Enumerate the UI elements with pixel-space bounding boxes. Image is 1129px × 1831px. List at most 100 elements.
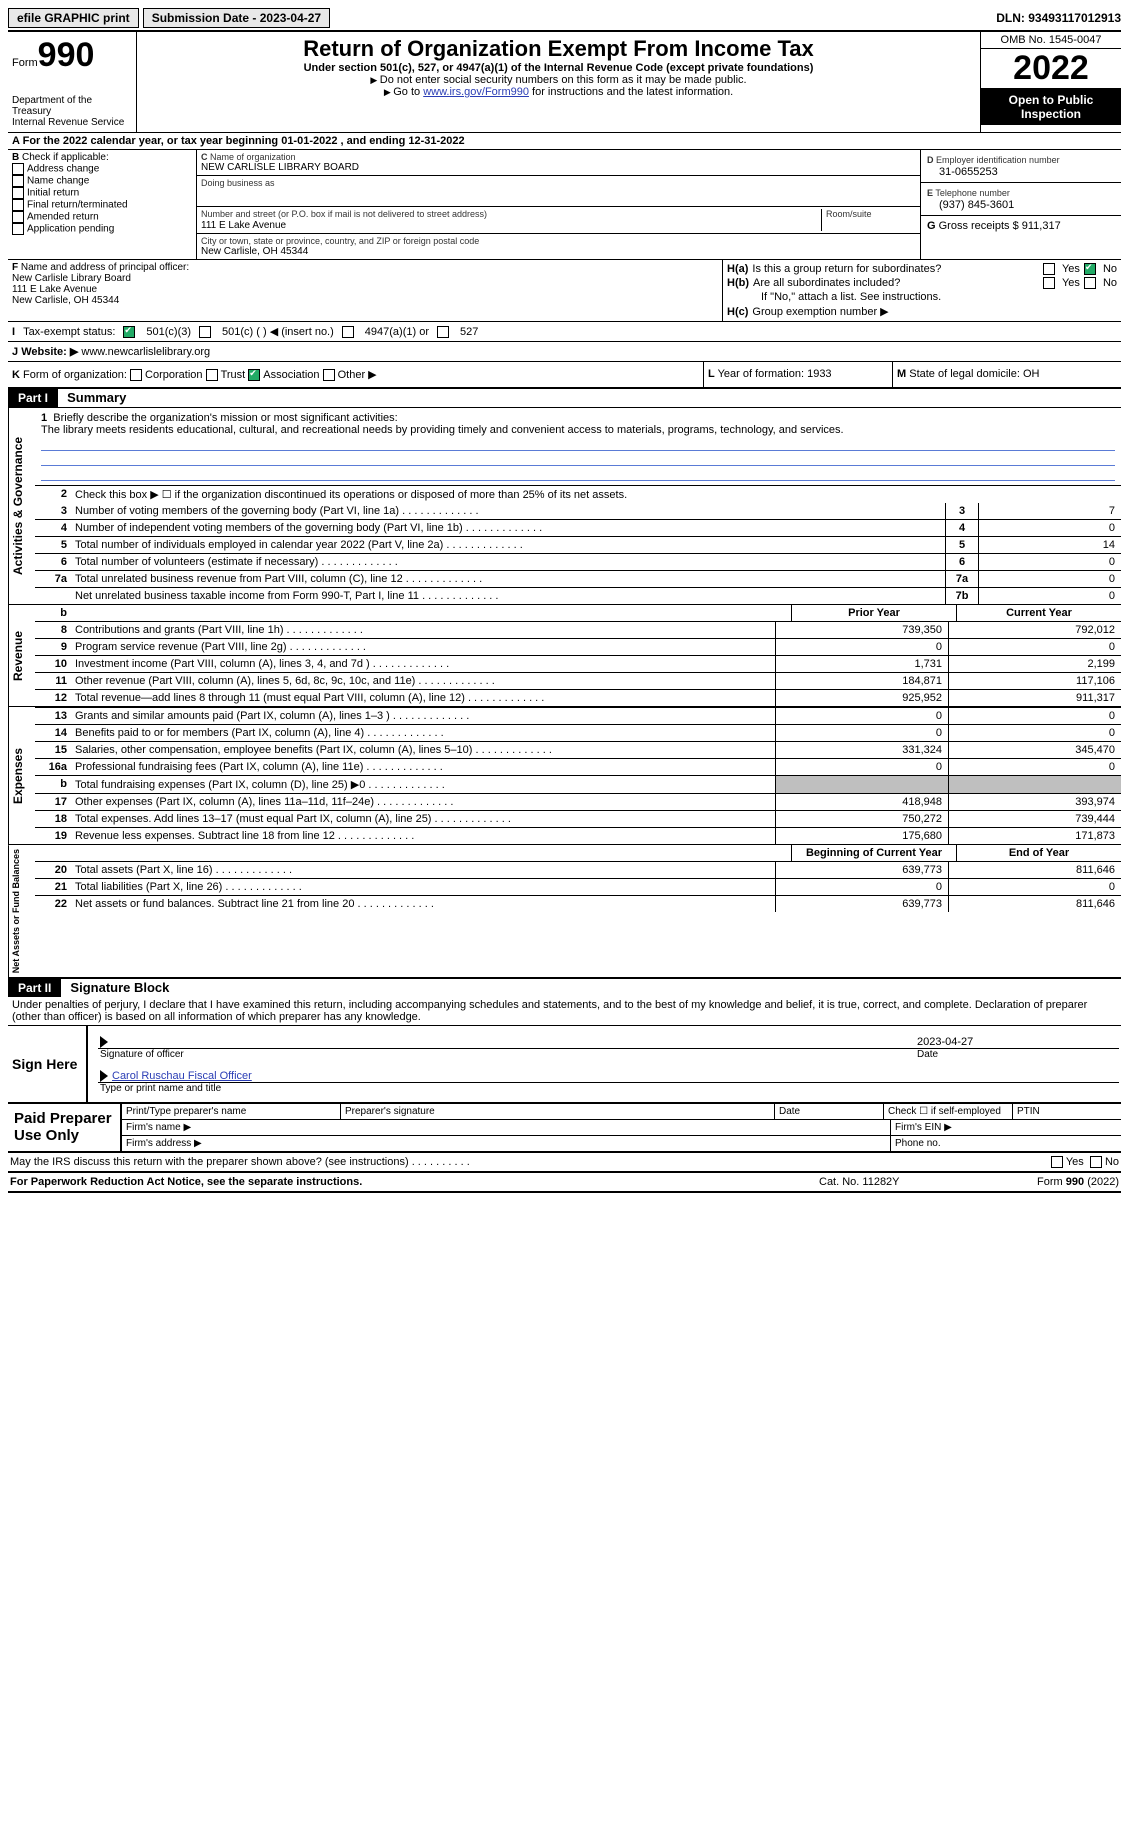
- line-desc: Other revenue (Part VIII, column (A), li…: [71, 673, 775, 689]
- omb-number: OMB No. 1545-0047: [981, 32, 1121, 49]
- note2-post: for instructions and the latest informat…: [529, 86, 733, 98]
- opt-corp: Corporation: [145, 369, 202, 381]
- chk-amended[interactable]: [12, 211, 24, 223]
- line-desc: Total assets (Part X, line 16): [71, 862, 775, 878]
- hb-label: Are all subordinates included?: [753, 277, 1039, 289]
- summary-line: 10 Investment income (Part VIII, column …: [35, 655, 1121, 672]
- line-box-num: 3: [945, 503, 978, 519]
- hb-no: No: [1103, 277, 1117, 289]
- submission-date-box: Submission Date - 2023-04-27: [143, 8, 330, 28]
- line-desc: Salaries, other compensation, employee b…: [71, 742, 775, 758]
- line-box-num: 7b: [945, 588, 978, 604]
- header-left: Form990 Department of the Treasury Inter…: [8, 32, 137, 132]
- prior-year-value: 0: [775, 639, 948, 655]
- sign-here-row: Sign Here 2023-04-27 Signature of office…: [8, 1026, 1121, 1102]
- chk-trust[interactable]: [206, 369, 218, 381]
- header-prior-year: Prior Year: [791, 605, 956, 621]
- l-label: Year of formation:: [718, 368, 807, 380]
- chk-final-return[interactable]: [12, 199, 24, 211]
- mission-rule3: [41, 466, 1115, 481]
- box-k: K Form of organization: Corporation Trus…: [8, 362, 704, 387]
- vtab-activities-governance: Activities & Governance: [8, 408, 35, 604]
- form-header: Form990 Department of the Treasury Inter…: [8, 32, 1121, 133]
- chk-501c[interactable]: [199, 326, 211, 338]
- irs-link[interactable]: www.irs.gov/Form990: [423, 86, 529, 98]
- summary-line: 9 Program service revenue (Part VIII, li…: [35, 638, 1121, 655]
- line-num: 18: [35, 811, 71, 827]
- arrow-icon: [100, 1070, 108, 1082]
- box-c: C Name of organization NEW CARLISLE LIBR…: [197, 150, 920, 259]
- prior-year-value: 750,272: [775, 811, 948, 827]
- chk-ha-yes[interactable]: [1043, 263, 1055, 275]
- part1-header-row: Part I Summary: [8, 389, 1121, 408]
- open-to-public: Open to Public Inspection: [981, 89, 1121, 125]
- tax-status-row: I Tax-exempt status: 501(c)(3) 501(c) ( …: [8, 322, 1121, 342]
- chk-527[interactable]: [437, 326, 449, 338]
- chk-4947[interactable]: [342, 326, 354, 338]
- opt-4947: 4947(a)(1) or: [365, 326, 429, 338]
- prep-phone-label: Phone no.: [891, 1136, 1121, 1151]
- sig-officer-caption: Signature of officer: [100, 1049, 917, 1060]
- form-title: Return of Organization Exempt From Incom…: [143, 36, 974, 62]
- summary-line: 8 Contributions and grants (Part VIII, l…: [35, 621, 1121, 638]
- opt-app-pending: Application pending: [27, 224, 114, 235]
- address-value: 111 E Lake Avenue: [201, 220, 286, 231]
- chk-name-change[interactable]: [12, 175, 24, 187]
- chk-assoc[interactable]: [248, 369, 260, 381]
- efile-button[interactable]: efile GRAPHIC print: [8, 8, 139, 28]
- officer-line3: New Carlisle, OH 45344: [12, 295, 119, 306]
- chk-discuss-yes[interactable]: [1051, 1156, 1063, 1168]
- hc-label: Group exemption number ▶: [752, 305, 888, 318]
- opt-501c: 501(c) ( ) ◀ (insert no.): [222, 325, 334, 338]
- mission-rule2: [41, 451, 1115, 466]
- summary-line: 12 Total revenue—add lines 8 through 11 …: [35, 689, 1121, 706]
- line-num: 16a: [35, 759, 71, 775]
- form-note2: Go to www.irs.gov/Form990 for instructio…: [143, 86, 974, 98]
- prior-year-value: 175,680: [775, 828, 948, 844]
- submission-date-label: Submission Date -: [152, 11, 260, 25]
- prior-year-value: 184,871: [775, 673, 948, 689]
- summary-line: 16a Professional fundraising fees (Part …: [35, 758, 1121, 775]
- label-org-name: Name of organization: [210, 152, 296, 162]
- opt-initial-return: Initial return: [27, 188, 79, 199]
- chk-ha-no[interactable]: [1084, 263, 1096, 275]
- chk-501c3[interactable]: [123, 326, 135, 338]
- prior-year-value: 639,773: [775, 896, 948, 912]
- officer-name-link[interactable]: Carol Ruschau Fiscal Officer: [112, 1070, 252, 1082]
- current-year-value: 393,974: [948, 794, 1121, 810]
- chk-corp[interactable]: [130, 369, 142, 381]
- line-desc: Net assets or fund balances. Subtract li…: [71, 896, 775, 912]
- ha-label: Is this a group return for subordinates?: [752, 263, 1039, 275]
- line-desc: Professional fundraising fees (Part IX, …: [71, 759, 775, 775]
- current-year-value: 0: [948, 639, 1121, 655]
- line-desc: Total number of volunteers (estimate if …: [71, 554, 945, 570]
- dept-label: Department of the Treasury Internal Reve…: [12, 95, 132, 128]
- mission-block: 1 Briefly describe the organization's mi…: [35, 408, 1121, 485]
- chk-hb-yes[interactable]: [1043, 277, 1055, 289]
- chk-discuss-no[interactable]: [1090, 1156, 1102, 1168]
- gross-value: 911,317: [1022, 220, 1061, 232]
- chk-app-pending[interactable]: [12, 223, 24, 235]
- label-gross: Gross receipts $: [939, 220, 1022, 232]
- chk-hb-no[interactable]: [1084, 277, 1096, 289]
- summary-line: 17 Other expenses (Part IX, column (A), …: [35, 793, 1121, 810]
- officer-line1: New Carlisle Library Board: [12, 273, 131, 284]
- line-num: 8: [35, 622, 71, 638]
- current-year-value: 739,444: [948, 811, 1121, 827]
- pra-notice: For Paperwork Reduction Act Notice, see …: [10, 1176, 819, 1188]
- header-mid: Return of Organization Exempt From Incom…: [137, 32, 980, 132]
- chk-other[interactable]: [323, 369, 335, 381]
- line-desc: Contributions and grants (Part VIII, lin…: [71, 622, 775, 638]
- label-officer: Name and address of principal officer:: [21, 262, 189, 273]
- prior-year-value: 639,773: [775, 862, 948, 878]
- line-desc: Total revenue—add lines 8 through 11 (mu…: [71, 690, 775, 706]
- summary-line: 11 Other revenue (Part VIII, column (A),…: [35, 672, 1121, 689]
- summary-line: 7a Total unrelated business revenue from…: [35, 570, 1121, 587]
- chk-address-change[interactable]: [12, 163, 24, 175]
- opt-other: Other ▶: [338, 369, 377, 381]
- prior-year-value: 1,731: [775, 656, 948, 672]
- note2-pre: Go to: [393, 86, 423, 98]
- chk-initial-return[interactable]: [12, 187, 24, 199]
- form-footer: Form 990 (2022): [979, 1176, 1119, 1188]
- current-year-value: 171,873: [948, 828, 1121, 844]
